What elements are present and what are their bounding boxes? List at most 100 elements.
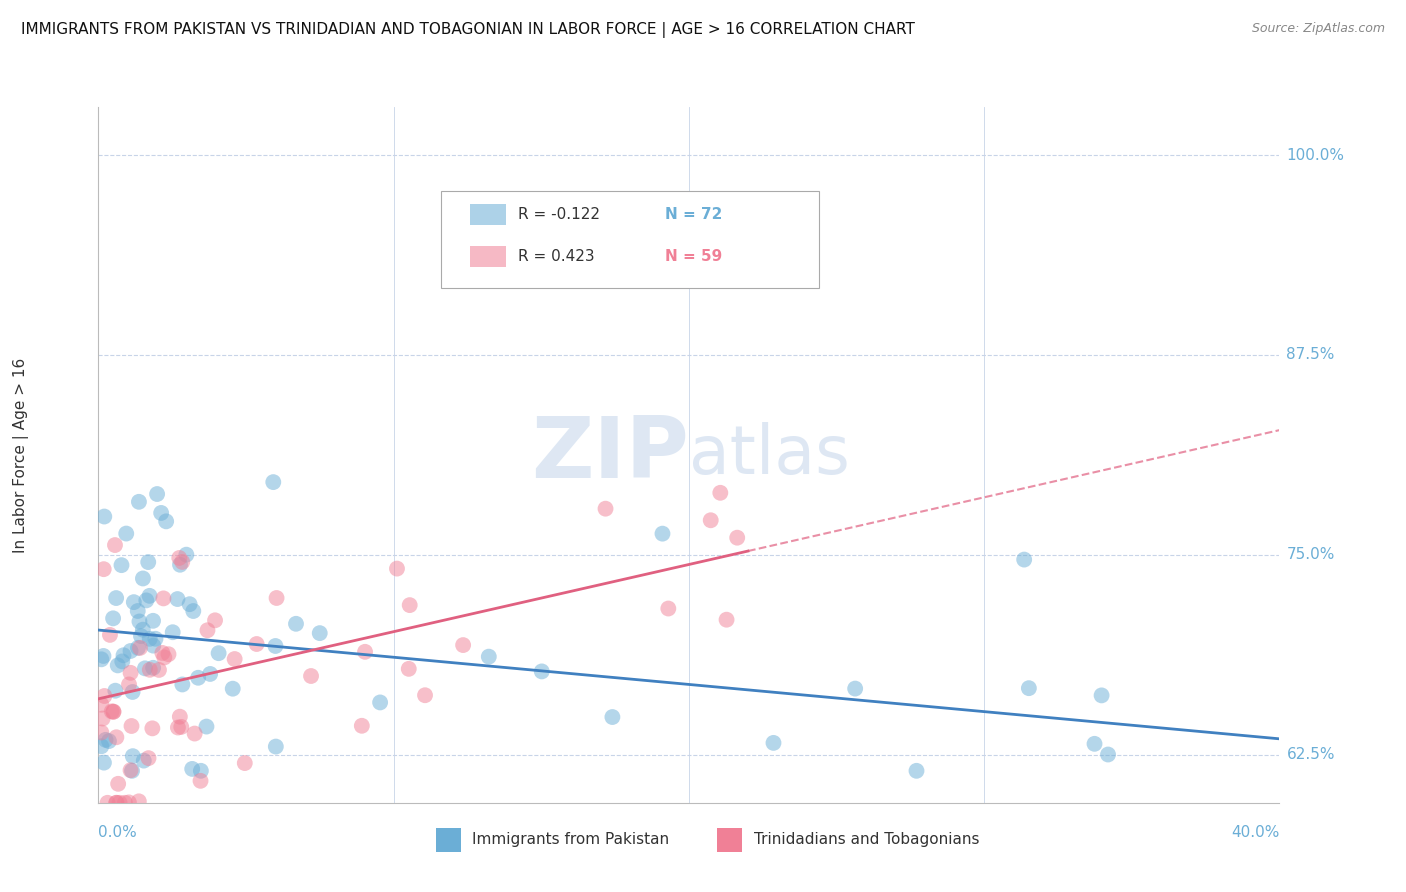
Point — [157, 647, 180, 661]
Text: IMMIGRANTS FROM PAKISTAN VS TRINIDADIAN AND TOBAGONIAN IN LABOR FORCE | AGE > 16: IMMIGRANTS FROM PAKISTAN VS TRINIDADIAN … — [21, 22, 915, 38]
Text: Source: ZipAtlas.com: Source: ZipAtlas.com — [1251, 22, 1385, 36]
Point — [128, 495, 150, 509]
Point — [246, 637, 269, 651]
Point — [115, 526, 138, 541]
Point — [762, 736, 785, 750]
Point — [190, 773, 212, 788]
Point — [1083, 737, 1105, 751]
FancyBboxPatch shape — [471, 246, 506, 267]
Point — [107, 777, 129, 791]
Point — [94, 732, 117, 747]
Text: 87.5%: 87.5% — [1286, 348, 1334, 362]
Point — [93, 562, 115, 576]
Point — [142, 661, 165, 675]
Point — [299, 669, 322, 683]
Point — [233, 756, 256, 770]
Point — [1018, 681, 1040, 695]
Point — [118, 677, 141, 691]
Point — [451, 638, 474, 652]
Point — [136, 555, 159, 569]
Point — [142, 639, 165, 653]
Point — [90, 739, 112, 754]
Text: 0.0%: 0.0% — [98, 825, 138, 840]
Point — [128, 615, 150, 629]
Point — [98, 628, 121, 642]
Point — [120, 644, 142, 658]
Text: Trinidadians and Tobagonians: Trinidadians and Tobagonians — [754, 832, 979, 847]
Point — [385, 561, 408, 575]
Point — [134, 661, 156, 675]
Point — [354, 645, 377, 659]
Point — [105, 796, 128, 810]
Point — [107, 658, 129, 673]
Point — [135, 593, 157, 607]
Point — [145, 632, 167, 646]
Point — [169, 558, 191, 572]
Point — [198, 667, 221, 681]
Text: N = 59: N = 59 — [665, 249, 723, 264]
Point — [150, 646, 173, 660]
Point — [90, 725, 112, 739]
Point — [285, 616, 308, 631]
Point — [105, 731, 128, 745]
Point — [224, 652, 246, 666]
Point — [716, 613, 738, 627]
Point — [103, 705, 125, 719]
Point — [169, 551, 191, 566]
Point — [172, 555, 194, 569]
Point — [120, 665, 142, 680]
Point — [368, 695, 391, 709]
Point — [1012, 552, 1035, 566]
Point — [844, 681, 866, 696]
Point — [172, 677, 194, 691]
Point — [709, 485, 731, 500]
Point — [127, 604, 149, 618]
Point — [120, 763, 142, 777]
Point — [139, 663, 162, 677]
Point — [699, 513, 721, 527]
Point — [104, 538, 127, 552]
Point — [264, 639, 287, 653]
Point — [104, 683, 127, 698]
Point — [101, 611, 124, 625]
Text: R = 0.423: R = 0.423 — [517, 249, 595, 264]
Point — [90, 652, 112, 666]
Point — [264, 739, 287, 754]
Point — [93, 648, 115, 663]
Point — [153, 650, 176, 665]
Point — [132, 754, 155, 768]
Text: N = 72: N = 72 — [665, 207, 723, 222]
Point — [141, 722, 163, 736]
Text: 62.5%: 62.5% — [1286, 747, 1334, 763]
Point — [657, 601, 679, 615]
Point — [118, 796, 141, 810]
Point — [725, 531, 748, 545]
Point — [207, 646, 229, 660]
Point — [222, 681, 245, 696]
Point — [114, 796, 136, 810]
Point — [90, 698, 112, 712]
Point — [146, 487, 169, 501]
Point — [139, 632, 162, 646]
Text: 100.0%: 100.0% — [1286, 147, 1344, 162]
Point — [103, 705, 125, 719]
Point — [1097, 747, 1119, 762]
Text: atlas: atlas — [689, 422, 849, 488]
Point — [93, 509, 115, 524]
Point — [1090, 689, 1112, 703]
Text: 75.0%: 75.0% — [1286, 548, 1334, 562]
Point — [530, 665, 553, 679]
Point — [181, 604, 204, 618]
Point — [905, 764, 928, 778]
Point — [148, 663, 170, 677]
Point — [166, 592, 188, 607]
Point — [602, 710, 624, 724]
Point — [121, 719, 143, 733]
Point — [108, 796, 131, 810]
Text: 40.0%: 40.0% — [1232, 825, 1279, 840]
Point — [105, 796, 128, 810]
Point — [121, 685, 143, 699]
Point — [129, 640, 152, 655]
Point — [138, 589, 160, 603]
Point — [96, 796, 118, 810]
